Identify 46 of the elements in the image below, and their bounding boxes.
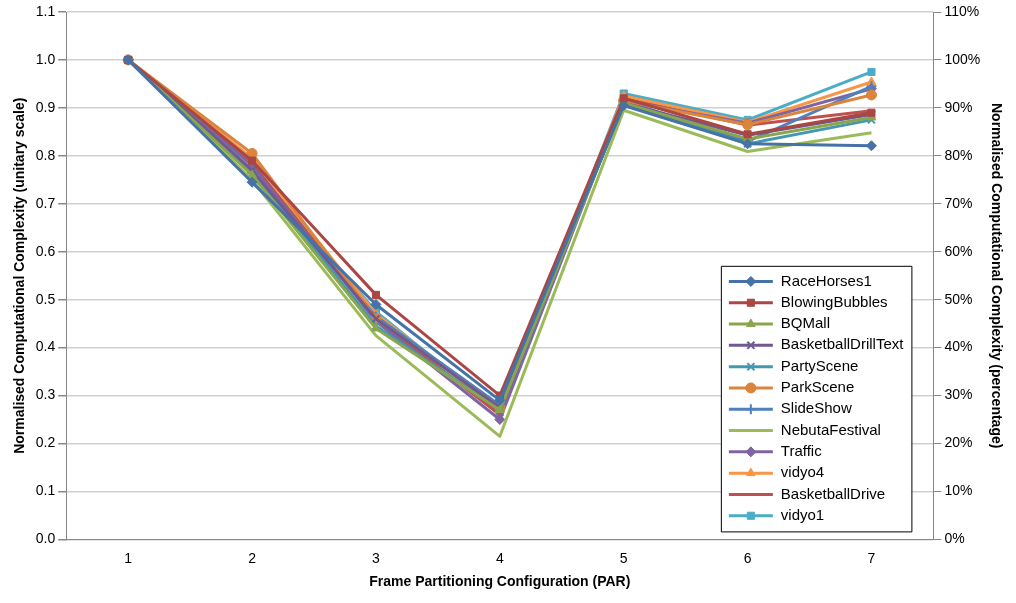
y-tick-label: 0.4	[35, 338, 56, 355]
y-tick-label: 0.0	[35, 530, 56, 547]
x-tick-label: 4	[495, 549, 504, 566]
y2-tick-label: 110%	[944, 2, 980, 19]
y-tick-label: 0.1	[35, 482, 56, 499]
y2-tick-label: 70%	[944, 194, 973, 211]
legend-label: BlowingBubbles	[780, 292, 888, 310]
y2-tick-label: 20%	[944, 434, 973, 451]
y2-tick-label: 100%	[944, 50, 981, 67]
legend-label: SlideShow	[780, 399, 852, 417]
legend-label: BasketballDrive	[780, 484, 886, 502]
x-tick-label: 5	[619, 549, 628, 566]
x-tick-label: 3	[372, 549, 381, 566]
y-tick-label: 1.1	[35, 2, 56, 19]
y2-tick-label: 80%	[944, 146, 973, 163]
y-tick-label: 0.5	[35, 290, 56, 307]
y2-axis-title: Normalised Computational Complexity (percentage)	[988, 103, 1005, 449]
legend-label: PartyScene	[780, 356, 859, 374]
y2-tick-label: 60%	[944, 242, 973, 259]
y2-tick-label: 0%	[944, 530, 965, 547]
legend-label: BQMall	[780, 314, 831, 332]
x-tick-label: 6	[743, 549, 752, 566]
legend-label: RaceHorses1	[780, 271, 872, 289]
legend-label: BasketballDrillText	[780, 335, 905, 353]
y2-tick-label: 40%	[944, 338, 973, 355]
legend-label: vidyo1	[780, 505, 825, 523]
y-axis-title: Normalised Computational Complexity (unitary scale)	[11, 97, 28, 454]
legend-label: vidyo4	[780, 463, 825, 481]
y-tick-label: 0.3	[35, 386, 56, 403]
y2-tick-label: 10%	[944, 482, 973, 499]
y2-tick-label: 50%	[944, 290, 973, 307]
legend-label: NebutaFestival	[780, 420, 881, 438]
y2-tick-label: 30%	[944, 386, 973, 403]
legend-label: ParkScene	[780, 378, 855, 396]
y-tick-label: 0.9	[35, 98, 56, 115]
x-tick-label: 2	[248, 549, 257, 566]
y-tick-label: 0.2	[35, 434, 56, 451]
y-tick-label: 0.7	[35, 194, 56, 211]
y-tick-label: 0.8	[35, 146, 56, 163]
x-axis-title: Frame Partitioning Configuration (PAR)	[369, 573, 631, 590]
x-tick-label: 1	[124, 549, 133, 566]
legend-label: Traffic	[780, 441, 823, 459]
y2-tick-label: 90%	[944, 98, 973, 115]
y-tick-label: 0.6	[35, 242, 56, 259]
x-tick-label: 7	[867, 549, 876, 566]
y-tick-label: 1.0	[35, 50, 56, 67]
